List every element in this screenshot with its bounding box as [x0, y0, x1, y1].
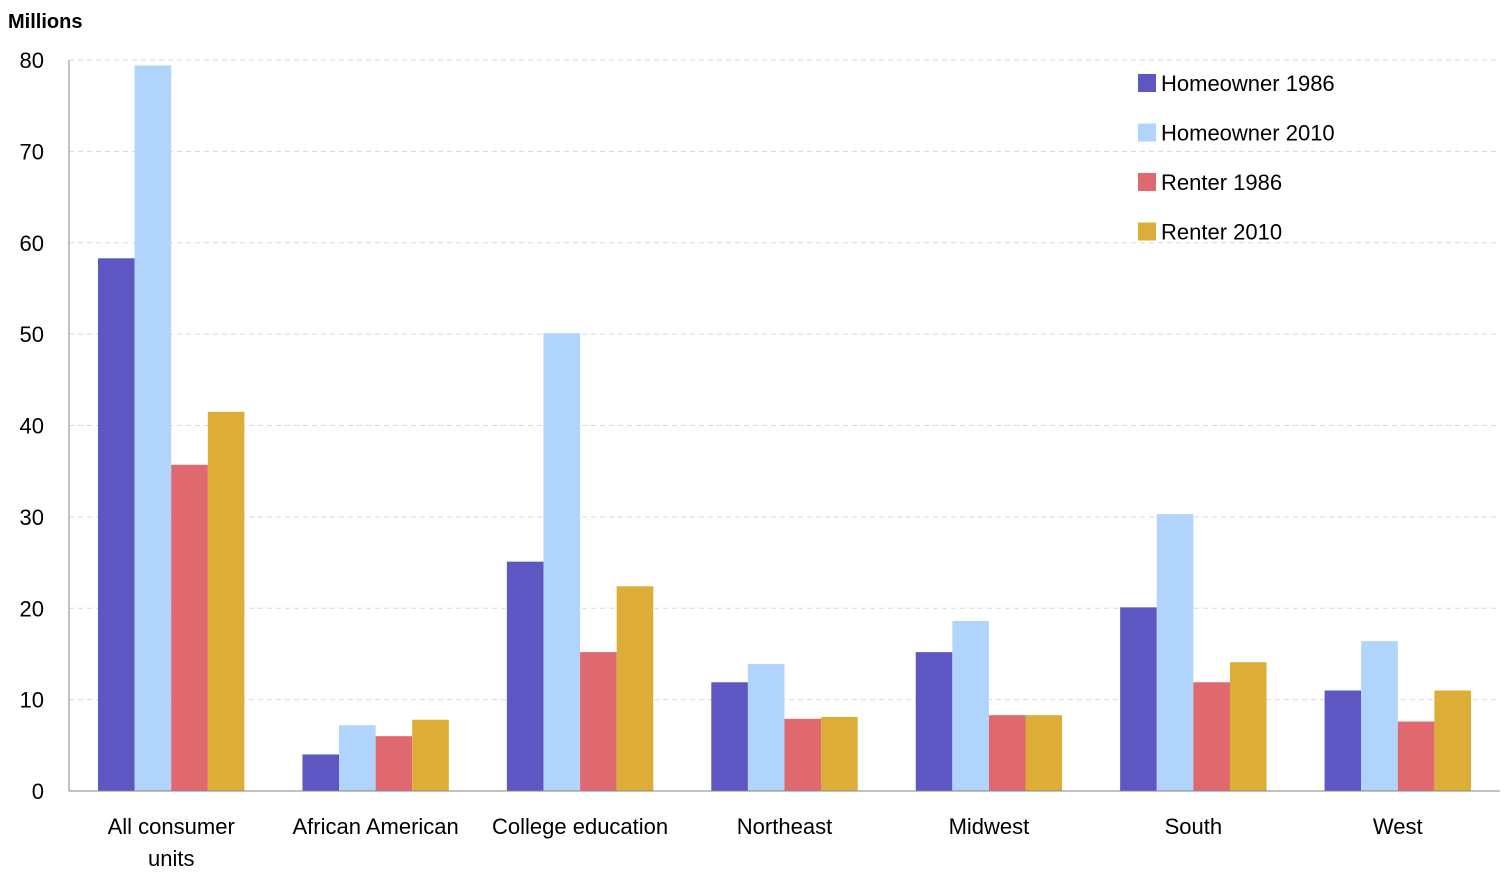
bar-homeowner-1986	[915, 652, 953, 791]
gridlines	[69, 59, 1500, 701]
bar-homeowner-1986	[1324, 690, 1362, 791]
bar-renter-2010	[1434, 690, 1471, 791]
bar-homeowner-2010	[952, 621, 989, 791]
bar-homeowner-1986	[98, 258, 135, 791]
x-category-label: South	[1165, 814, 1223, 839]
bar-renter-2010	[207, 411, 245, 791]
legend-label: Homeowner 2010	[1161, 121, 1335, 146]
bar-homeowner-1986	[302, 754, 340, 791]
bar-homeowner-1986	[506, 561, 544, 791]
bar-homeowner-2010	[339, 725, 376, 791]
bar-homeowner-1986	[711, 682, 748, 791]
bars	[98, 65, 1471, 792]
bar-renter-2010	[1025, 715, 1063, 791]
bar-renter-2010	[1229, 662, 1267, 791]
x-category-label: Midwest	[949, 814, 1030, 839]
x-category-label: College education	[492, 814, 668, 839]
bar-homeowner-2010	[134, 65, 172, 792]
x-category-label: units	[148, 846, 194, 871]
bar-homeowner-1986	[1120, 607, 1157, 791]
bar-renter-1986	[988, 715, 1026, 791]
bar-renter-2010	[821, 716, 858, 791]
bar-renter-1986	[580, 652, 617, 791]
y-axis-title: Millions	[8, 11, 82, 33]
bar-renter-1986	[784, 718, 822, 791]
y-tick-label: 0	[32, 779, 44, 804]
legend-swatch	[1138, 74, 1156, 92]
bar-renter-1986	[1193, 682, 1230, 791]
y-tick-label: 70	[20, 139, 44, 164]
bar-renter-1986	[1397, 721, 1435, 791]
x-axis-category-labels: All consumer units African American College…	[108, 814, 1423, 871]
y-tick-label: 50	[20, 322, 44, 347]
legend-label: Renter 1986	[1161, 170, 1282, 195]
y-tick-label: 30	[20, 505, 44, 530]
bar-renter-1986	[375, 736, 413, 791]
bar-homeowner-2010	[1361, 641, 1398, 791]
bar-homeowner-2010	[1156, 514, 1194, 791]
legend-label: Renter 2010	[1161, 220, 1282, 245]
axes	[68, 60, 1500, 792]
y-tick-label: 60	[20, 231, 44, 256]
bar-homeowner-2010	[543, 333, 581, 791]
legend: Homeowner 1986 Homeowner 2010 Renter 1986 R…	[1138, 71, 1335, 245]
x-category-label: Northeast	[737, 814, 832, 839]
y-tick-label: 10	[20, 688, 44, 713]
bar-renter-2010	[412, 719, 449, 791]
y-tick-label: 20	[20, 596, 44, 621]
legend-swatch	[1138, 123, 1156, 142]
bar-renter-2010	[616, 586, 654, 791]
y-tick-label: 40	[20, 414, 44, 439]
legend-swatch	[1138, 222, 1156, 241]
x-category-label: West	[1373, 814, 1423, 839]
legend-swatch	[1138, 173, 1156, 191]
bar-renter-1986	[171, 464, 208, 791]
bar-homeowner-2010	[747, 663, 785, 791]
y-axis-ticks: 0 10 20 30 40 50 60 70 80	[20, 48, 44, 804]
y-tick-label: 80	[20, 48, 44, 73]
legend-label: Homeowner 1986	[1161, 71, 1335, 96]
x-category-label: African American	[292, 814, 458, 839]
x-category-label: All consumer	[108, 814, 235, 839]
